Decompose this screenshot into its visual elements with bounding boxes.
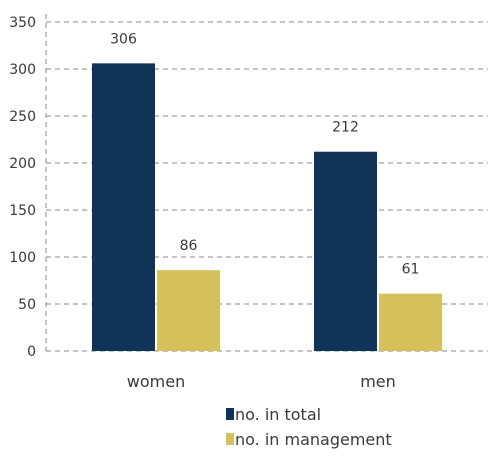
- data-label: 306: [110, 31, 137, 47]
- bar-men-1: [379, 293, 442, 351]
- x-tick-label: men: [360, 372, 396, 391]
- y-tick-label: 300: [9, 62, 36, 78]
- bar-women-1: [157, 270, 220, 351]
- y-tick-label: 50: [18, 297, 36, 313]
- legend-label: no. in total: [235, 405, 321, 424]
- bar-women-0: [92, 63, 155, 352]
- y-tick-label: 100: [9, 250, 36, 266]
- legend-swatch: [226, 433, 234, 445]
- data-label: 212: [332, 120, 359, 136]
- y-tick-label: 250: [9, 109, 36, 125]
- y-tick-label: 350: [9, 15, 36, 31]
- bar-men-0: [314, 151, 377, 351]
- legend-label: no. in management: [235, 430, 392, 449]
- y-tick-label: 200: [9, 156, 36, 172]
- y-tick-label: 0: [27, 344, 36, 360]
- legend-swatch: [226, 408, 234, 420]
- y-tick-label: 150: [9, 203, 36, 219]
- data-label: 86: [180, 238, 198, 254]
- x-tick-label: women: [127, 372, 185, 391]
- data-label: 61: [402, 262, 420, 278]
